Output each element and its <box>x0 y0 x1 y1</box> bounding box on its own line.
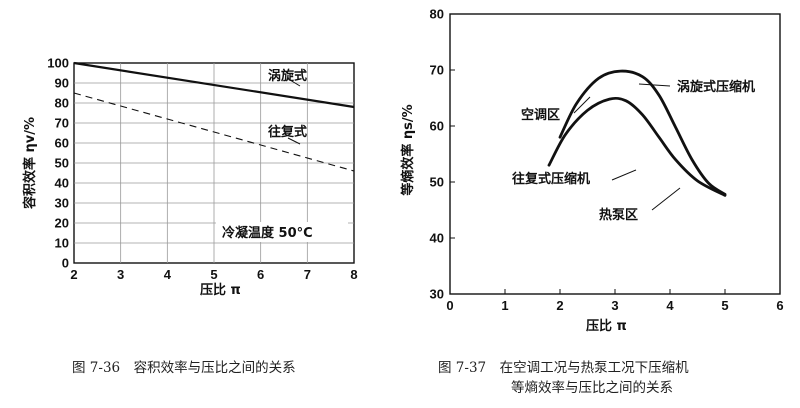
y-tick-label: 0 <box>62 256 69 271</box>
x-tick-label: 2 <box>70 267 77 282</box>
y-tick-label: 40 <box>430 231 444 246</box>
region-label-air-conditioning: 空调区 <box>521 107 560 123</box>
y-tick-labels: 0 10 20 30 40 50 60 70 80 90 100 <box>47 56 69 271</box>
y-tick-label: 30 <box>55 196 69 211</box>
y-tick-label: 60 <box>55 136 69 151</box>
x-tick-label: 4 <box>666 298 674 313</box>
y-tick-labels: 30 40 50 60 70 80 <box>430 7 444 302</box>
plot-frame <box>449 13 781 295</box>
isentropic-efficiency-chart: 0 1 2 3 4 5 6 30 40 50 60 70 80 涡旋式压缩机 往复式压缩机 空调区 热… <box>400 7 784 335</box>
series-curve <box>547 96 727 197</box>
region-label-heat-pump: 热泵区 <box>599 207 638 223</box>
x-axis-title: 压比 π <box>200 282 241 298</box>
x-tick-label: 7 <box>304 267 311 282</box>
x-tick-label: 6 <box>257 267 264 282</box>
condensing-temperature-annotation: 冷凝温度 50°C <box>222 225 313 241</box>
series-lines <box>73 61 355 172</box>
x-tick-label: 4 <box>164 267 172 282</box>
y-tick-label: 20 <box>55 216 69 231</box>
y-tick-label: 100 <box>47 56 69 71</box>
axis-ticks <box>449 13 781 295</box>
y-tick-label: 40 <box>55 176 69 191</box>
y-tick-label: 90 <box>55 76 69 91</box>
series-label-scroll: 涡旋式 <box>268 68 307 84</box>
grid <box>74 63 354 263</box>
annotation-backdrop <box>216 222 348 242</box>
y-tick-label: 70 <box>430 63 444 78</box>
y-tick-label: 60 <box>430 119 444 134</box>
x-tick-labels: 2 3 4 5 6 7 8 <box>70 267 357 282</box>
x-tick-label: 3 <box>117 267 124 282</box>
x-tick-label: 3 <box>611 298 618 313</box>
x-tick-label: 1 <box>501 298 508 313</box>
y-tick-label: 50 <box>55 156 69 171</box>
figure-caption-7-37-line1: 图 7-37 在空调工况与热泵工况下压缩机 <box>438 360 689 376</box>
series-label-scroll-compressor: 涡旋式压缩机 <box>677 79 755 95</box>
series-label-reciprocating-compressor: 往复式压缩机 <box>512 171 590 187</box>
x-axis-title: 压比 π <box>586 318 627 334</box>
series-line <box>73 92 355 172</box>
series-label-reciprocating: 往复式 <box>268 124 307 140</box>
x-tick-label: 2 <box>556 298 563 313</box>
leader-line <box>638 83 671 87</box>
x-tick-label: 6 <box>776 298 783 313</box>
y-tick-label: 70 <box>55 116 69 131</box>
y-tick-label: 80 <box>430 7 444 22</box>
y-tick-label: 50 <box>430 175 444 190</box>
y-axis-title: 容积效率 ηv/% <box>22 117 38 210</box>
figure-caption-7-36: 图 7-36 容积效率与压比之间的关系 <box>72 359 296 376</box>
x-tick-label: 8 <box>350 267 357 282</box>
x-tick-label: 5 <box>210 267 217 282</box>
x-tick-label: 5 <box>721 298 728 313</box>
x-tick-label: 0 <box>446 298 453 313</box>
y-tick-label: 80 <box>55 96 69 111</box>
leader-line <box>651 187 681 211</box>
leader-line <box>611 169 637 181</box>
y-axis-title: 等熵效率 ηs/% <box>400 104 416 196</box>
y-tick-label: 30 <box>430 287 444 302</box>
leader-line <box>287 137 301 145</box>
leader-line <box>573 96 591 114</box>
series-line <box>73 61 355 109</box>
x-tick-labels: 0 1 2 3 4 5 6 <box>446 298 783 313</box>
volumetric-efficiency-chart: 2 3 4 5 6 7 8 0 10 20 30 40 50 60 70 80 90 100 涡旋式 往复式 冷… <box>22 56 358 299</box>
leader-line <box>289 79 301 87</box>
y-tick-label: 10 <box>55 236 69 251</box>
figure-caption-7-37-line2: 等熵效率与压比之间的关系 <box>511 379 673 396</box>
